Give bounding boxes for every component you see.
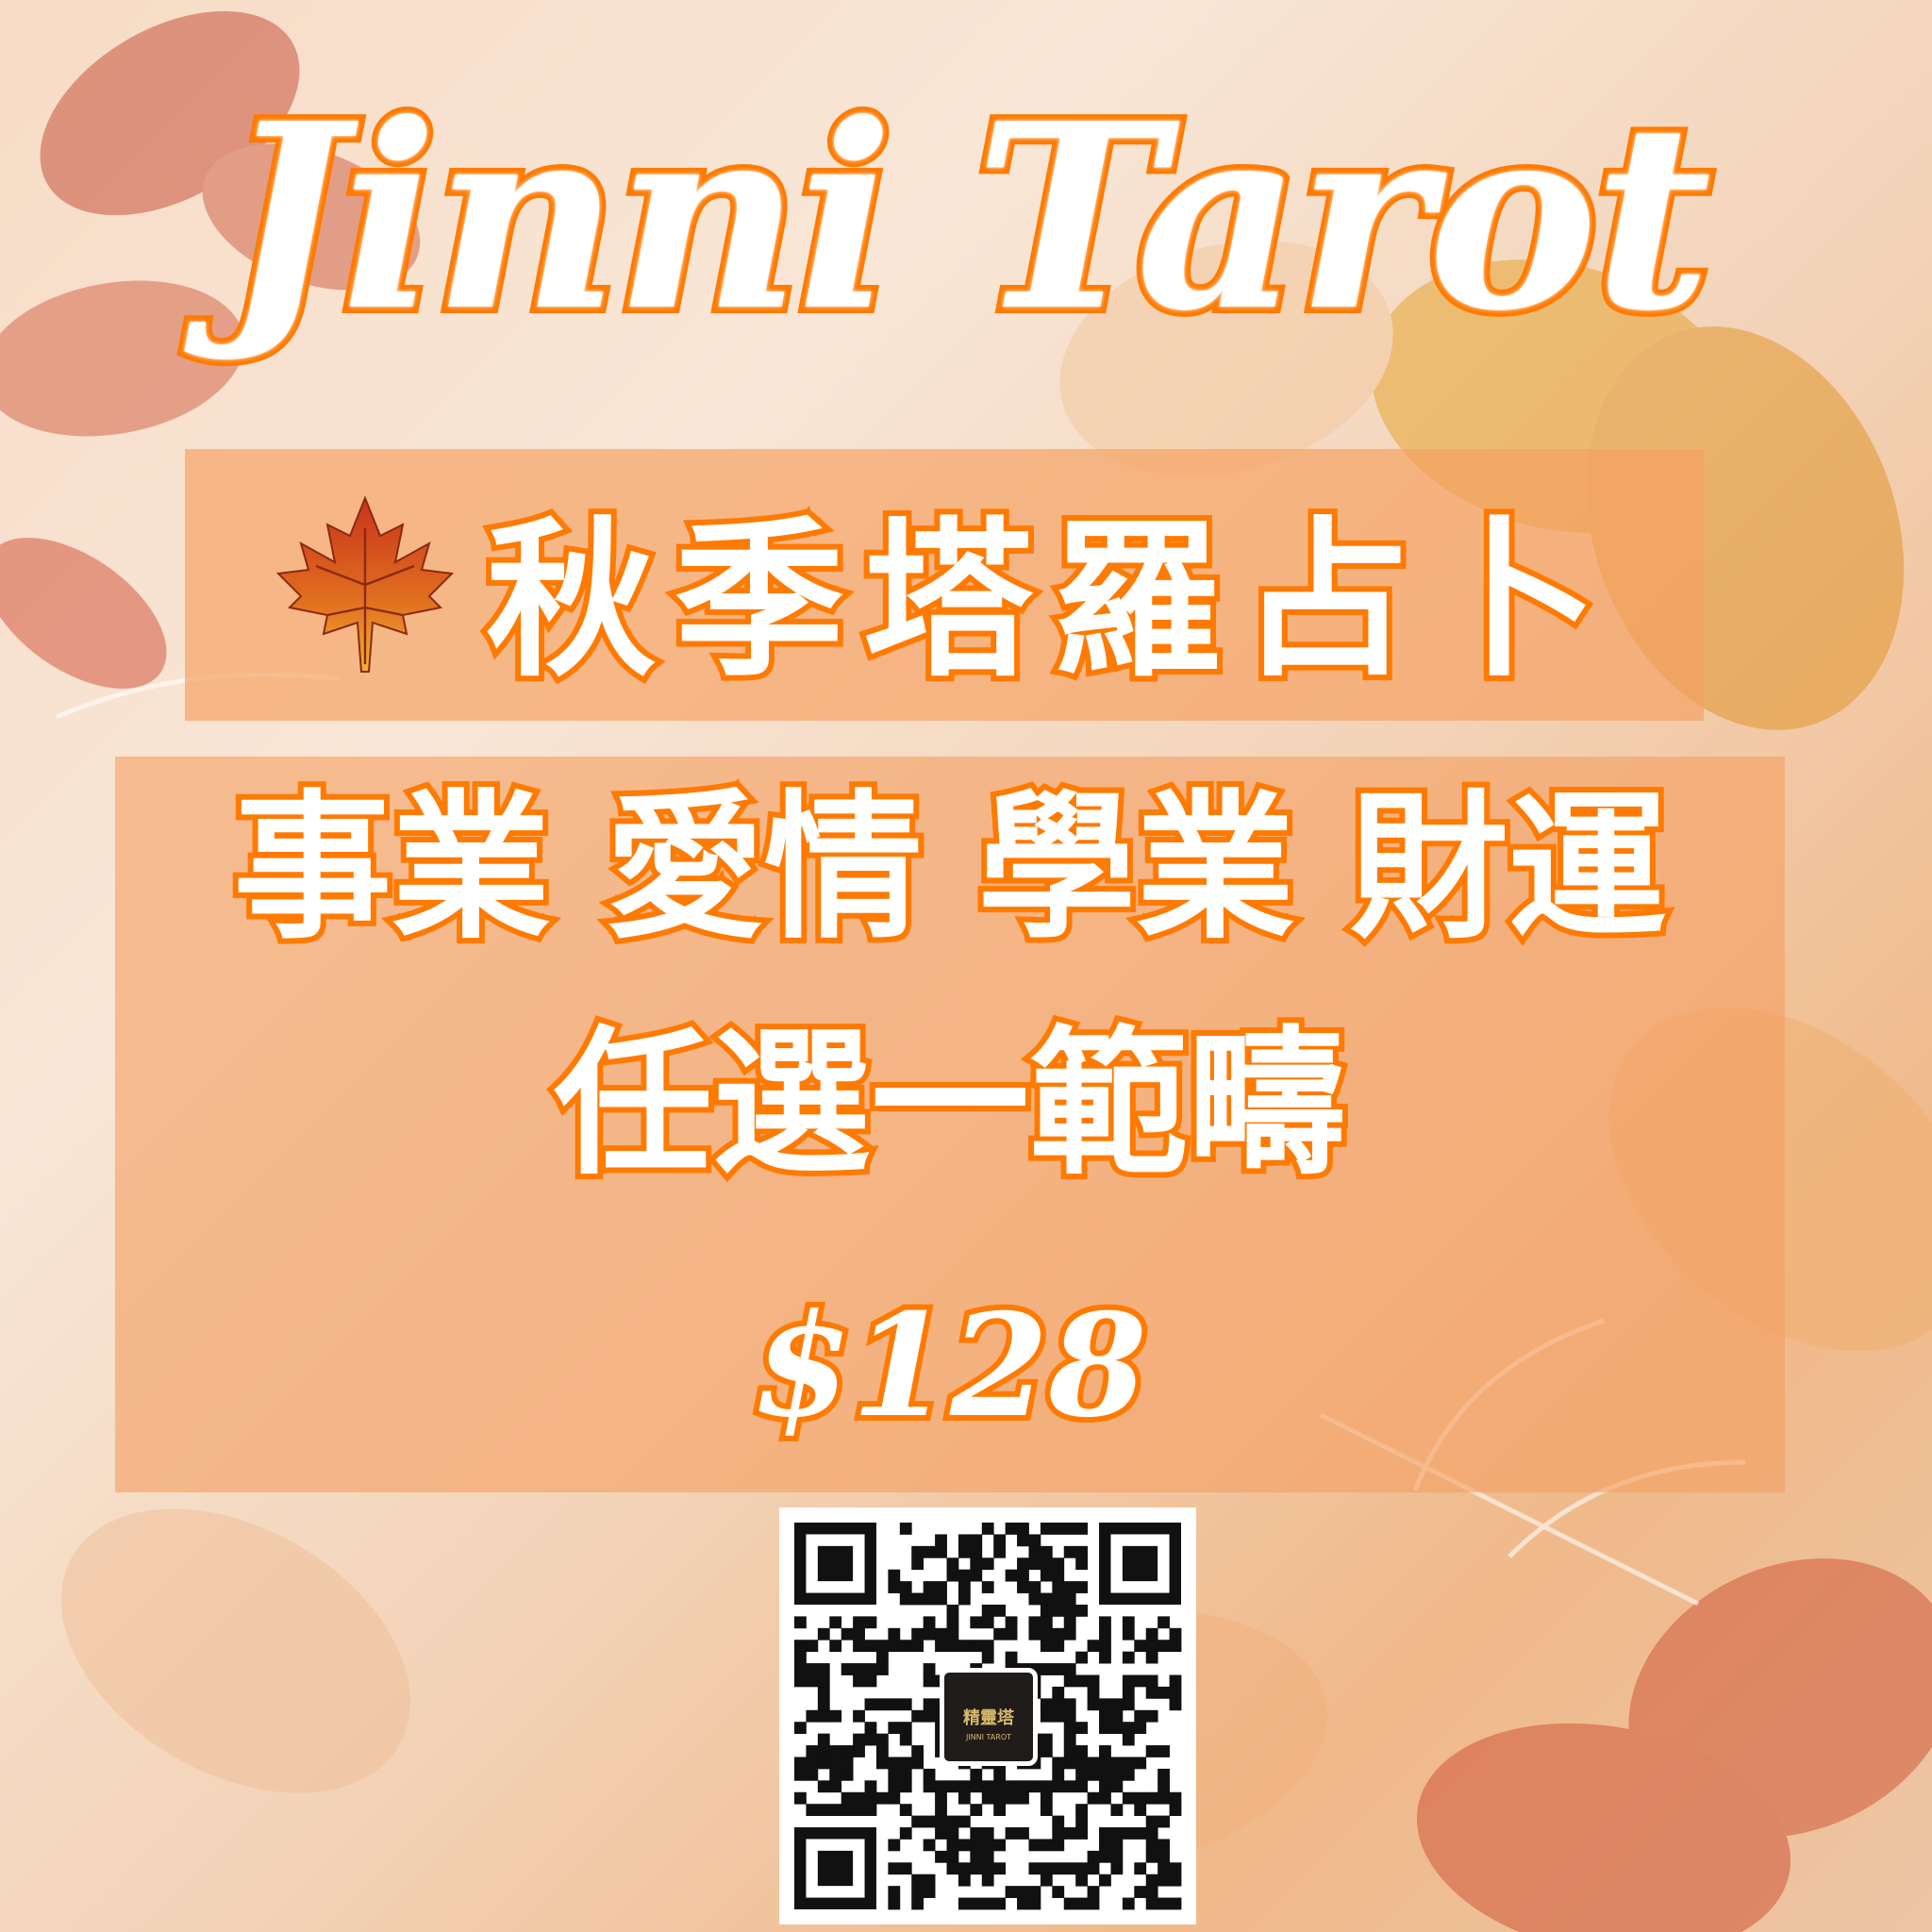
autumn-tarot-banner: 秋季塔羅占卜 [185, 449, 1704, 721]
qr-logo-text: 精靈塔 [963, 1708, 1014, 1728]
maple-leaf-icon [275, 495, 455, 673]
categories-text: 事業 愛情 學業 財運 [227, 770, 1672, 966]
qr-logo: 精靈塔 JINNI TAROT [940, 1668, 1038, 1766]
banner-heading: 秋季塔羅占卜 [480, 497, 1618, 706]
price-text: $128 [747, 1277, 1152, 1455]
offer-panel: 事業 愛情 學業 財運 任選一範疇 $128 [115, 757, 1785, 1492]
qr-code[interactable]: 精靈塔 JINNI TAROT [779, 1507, 1196, 1924]
brand-title: Jinni Tarot [218, 60, 1719, 374]
qr-logo-subtext: JINNI TAROT [965, 1733, 1012, 1741]
choose-one-text: 任選一範疇 [548, 1006, 1352, 1202]
